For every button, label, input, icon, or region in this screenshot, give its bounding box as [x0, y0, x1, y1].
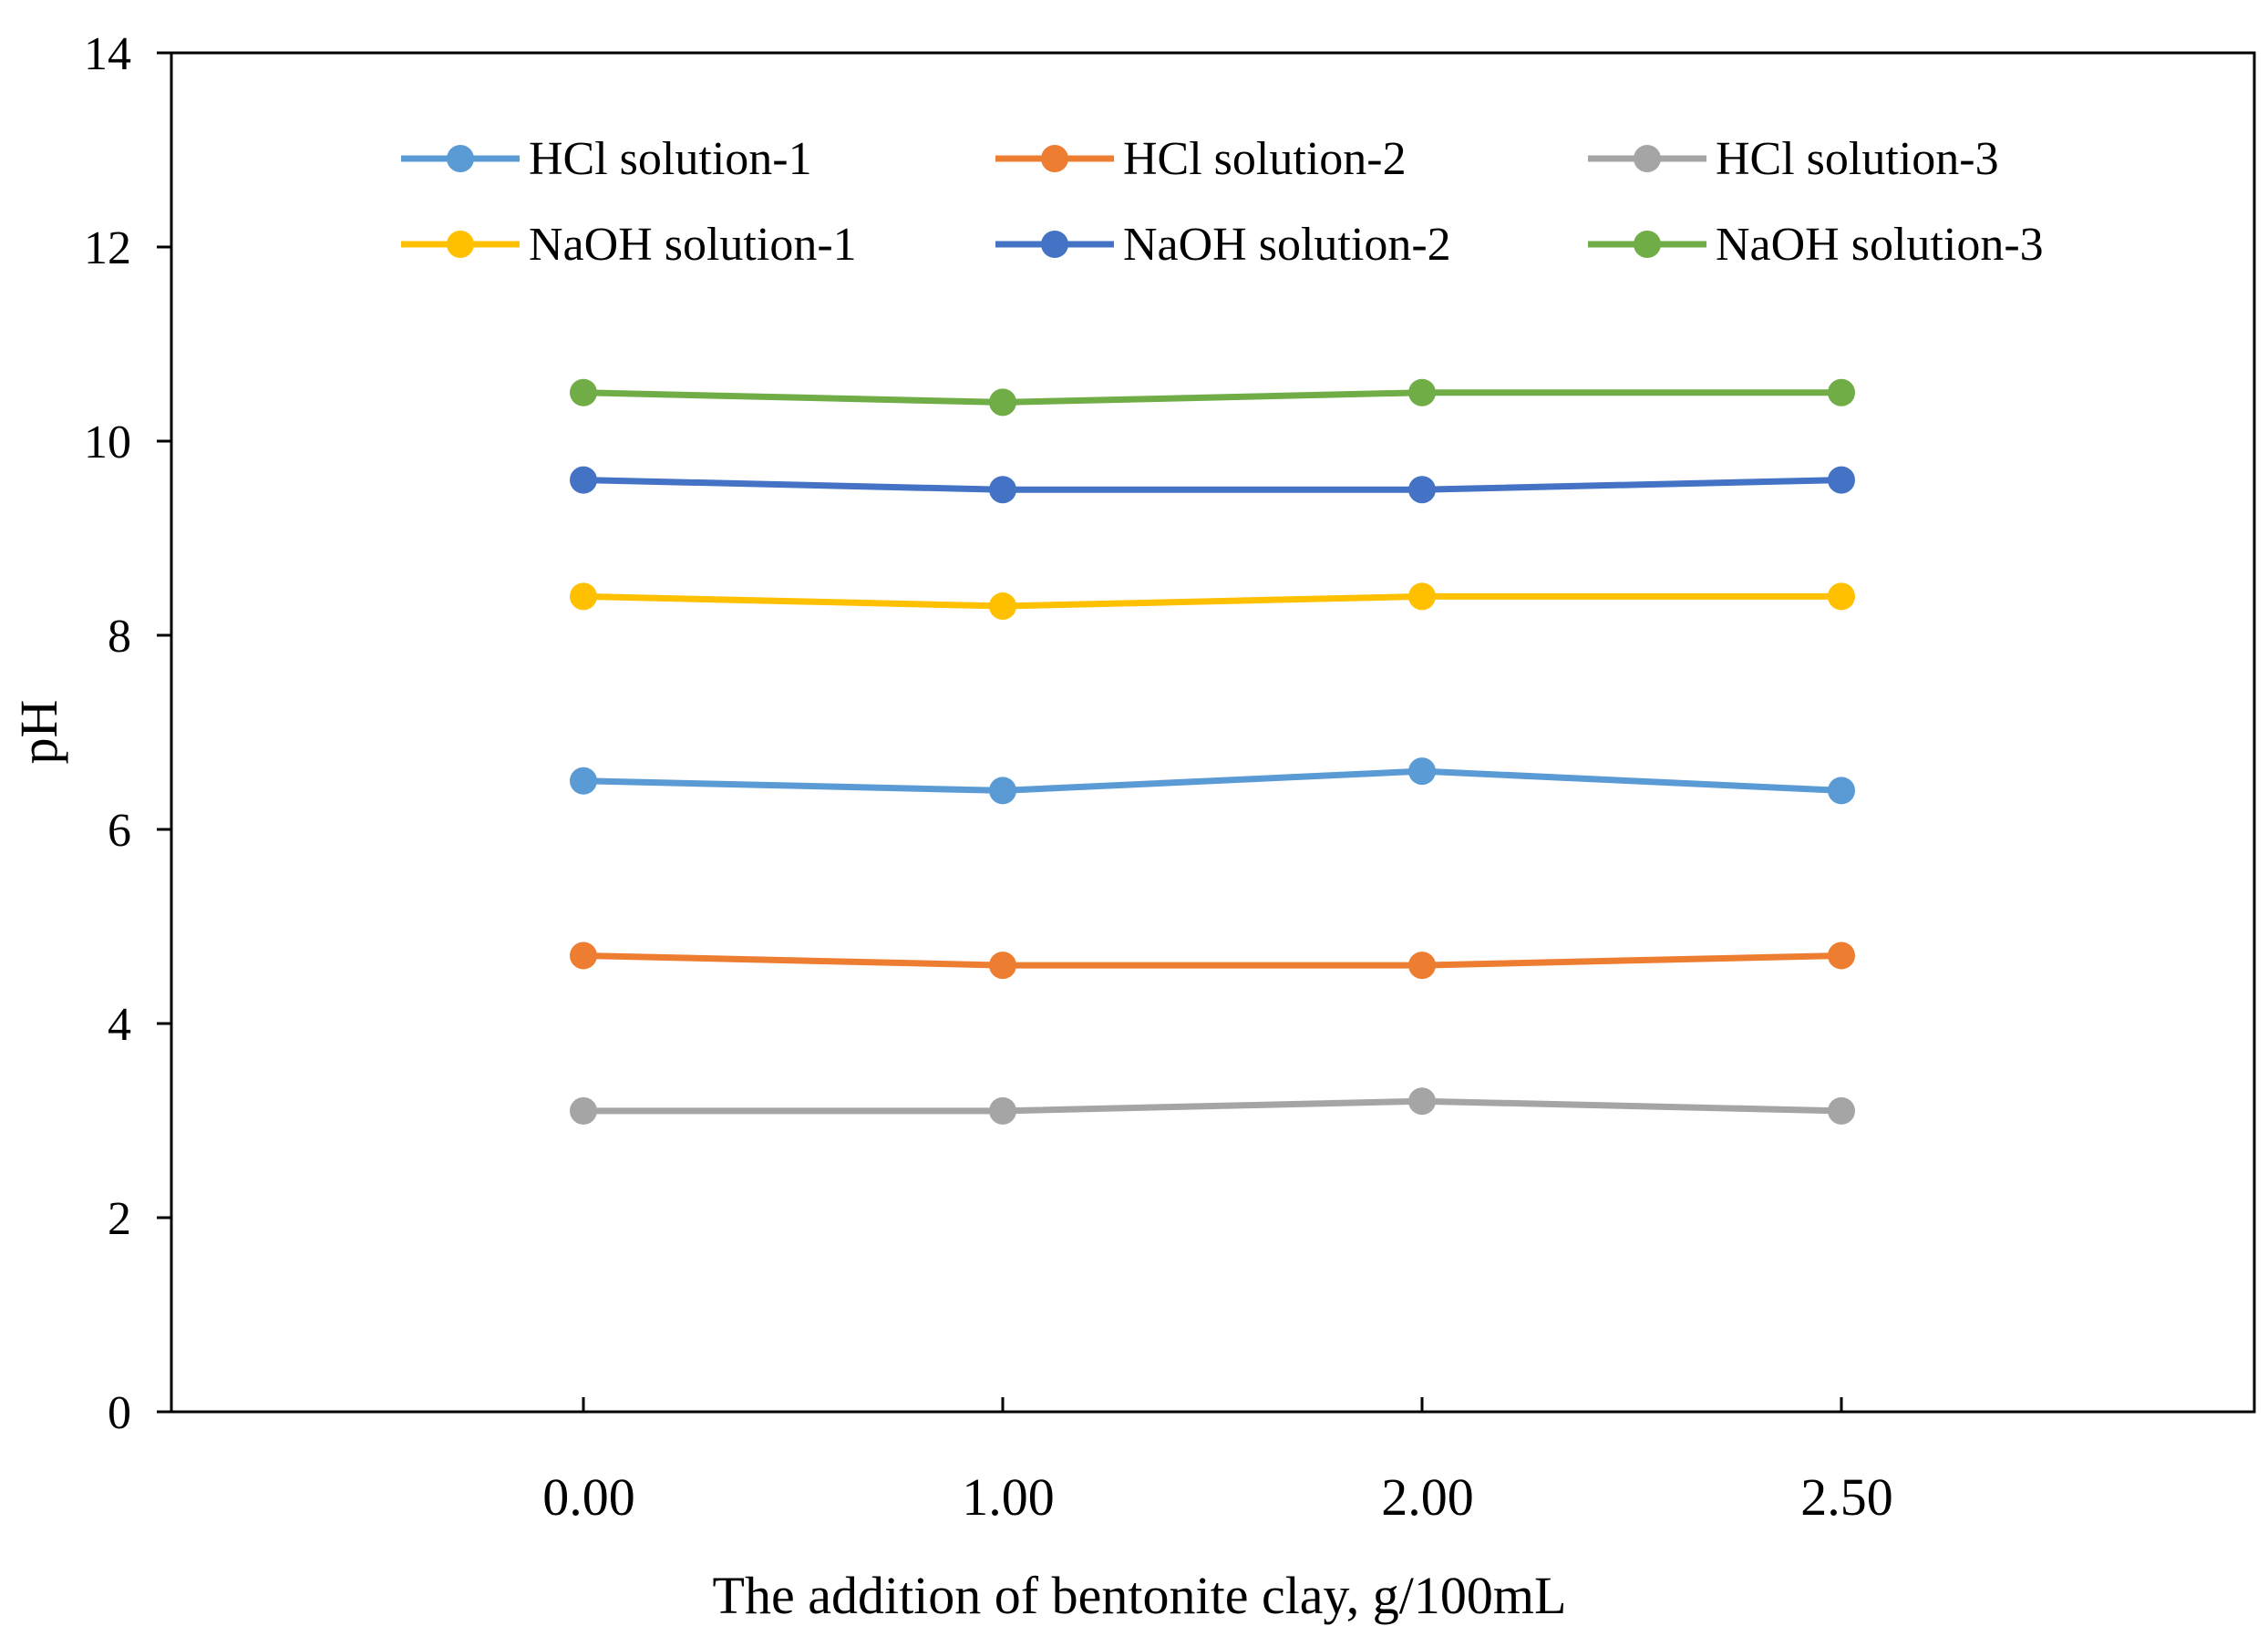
legend-label: NaOH solution-1: [529, 219, 857, 271]
y-axis-title: pH: [9, 700, 68, 765]
legend: HCl solution-1 HCl solution-2 HCl solution…: [401, 133, 2044, 271]
y-tick-label: 2: [108, 1193, 131, 1245]
y-tick-label: 6: [108, 805, 131, 857]
data-point: [570, 767, 597, 795]
y-tick-label: 8: [108, 611, 131, 663]
data-point: [1408, 1087, 1436, 1116]
x-axis-title: The addition of bentonite clay, g/100mL: [713, 1566, 1567, 1625]
legend-item: NaOH solution-2: [995, 219, 1451, 271]
data-point: [570, 1096, 597, 1125]
legend-label: NaOH solution-2: [1123, 219, 1451, 271]
data-point: [1828, 582, 1855, 611]
plot-frame: [170, 51, 2256, 1414]
data-point: [989, 592, 1016, 621]
data-point: [1828, 1096, 1855, 1125]
series-layer: [570, 378, 1855, 1125]
series-3: [570, 1087, 1855, 1125]
data-point: [989, 952, 1016, 980]
y-tick-label: 4: [108, 999, 131, 1051]
data-point: [570, 941, 597, 970]
data-point: [570, 378, 597, 406]
legend-swatch-marker: [1041, 145, 1068, 172]
data-point: [1828, 941, 1855, 970]
legend-swatch-marker: [1634, 145, 1661, 172]
series-4: [570, 582, 1855, 621]
series-line: [582, 477, 1842, 493]
y-axis: 0 2 4 6 8 10 12 14: [84, 28, 171, 1439]
legend-item: HCl solution-3: [1588, 133, 1999, 185]
series-1: [570, 757, 1855, 805]
x-tick-label: 2.00: [1381, 1467, 1474, 1527]
legend-swatch-marker: [1634, 231, 1661, 258]
legend-label: HCl solution-2: [1123, 133, 1407, 185]
x-tick-label: 2.50: [1800, 1467, 1893, 1527]
series-line: [582, 592, 1841, 610]
legend-item: HCl solution-1: [401, 133, 812, 185]
x-axis: 0.00 1.00 2.00 2.50: [542, 1397, 1893, 1527]
data-point: [1408, 378, 1436, 406]
legend-item: NaOH solution-1: [401, 219, 857, 271]
data-point: [1828, 777, 1855, 805]
legend-item: HCl solution-2: [995, 133, 1407, 185]
legend-swatch-marker: [447, 145, 474, 172]
y-tick-label: 12: [84, 222, 131, 274]
y-tick-label: 0: [108, 1387, 131, 1439]
series-line: [582, 389, 1841, 406]
data-point: [1408, 757, 1436, 786]
x-tick-label: 0.00: [542, 1467, 635, 1527]
legend-label: HCl solution-1: [529, 133, 812, 185]
x-tick-label: 1.00: [962, 1467, 1055, 1527]
data-point: [989, 476, 1016, 504]
series-line: [582, 767, 1842, 794]
data-point: [570, 466, 597, 494]
series-2: [570, 941, 1855, 980]
legend-item: NaOH solution-3: [1588, 219, 2044, 271]
legend-swatch-marker: [1041, 231, 1068, 258]
series-line: [582, 952, 1842, 969]
data-point: [1828, 378, 1855, 406]
y-tick-label: 14: [84, 28, 131, 80]
data-point: [989, 1096, 1016, 1125]
data-point: [570, 582, 597, 611]
data-point: [1408, 582, 1436, 611]
series-line: [583, 1097, 1842, 1115]
series-6: [570, 378, 1855, 417]
data-point: [1408, 952, 1436, 980]
data-point: [989, 388, 1016, 417]
y-tick-label: 10: [84, 417, 131, 468]
data-point: [989, 777, 1016, 805]
legend-label: HCl solution-3: [1716, 133, 1999, 185]
series-5: [570, 466, 1855, 504]
legend-label: NaOH solution-3: [1716, 219, 2044, 271]
data-point: [1408, 476, 1436, 504]
data-point: [1828, 466, 1855, 494]
legend-swatch-marker: [447, 231, 474, 258]
